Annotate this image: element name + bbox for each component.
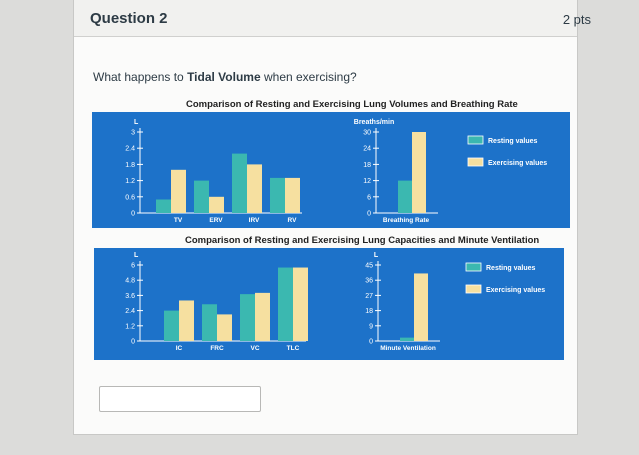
- inset-x-label: Minute Ventilation: [380, 345, 436, 352]
- x-tick-label: TLC: [287, 345, 300, 352]
- lung-figure: Comparison of Resting and Exercising Lun…: [90, 96, 574, 360]
- legend-label-exercising: Exercising values: [486, 287, 545, 294]
- y-tick-label: 3.6: [125, 293, 135, 300]
- question-points: 2 pts: [562, 12, 591, 27]
- bar-resting-vc: [240, 294, 255, 341]
- legend-swatch-exercising: [467, 157, 484, 167]
- inset-y-tick-label: 36: [365, 278, 373, 285]
- bar-exercising-tlc: [293, 267, 308, 341]
- bar-exercising-rv: [285, 177, 300, 213]
- inset-y-tick-label: 12: [363, 178, 371, 185]
- chart-1-title: Comparison of Resting and Exercising Lun…: [186, 99, 518, 110]
- bar-exercising-irv: [247, 164, 262, 213]
- bar-resting-ic: [164, 310, 179, 341]
- x-tick-label: FRC: [210, 345, 224, 352]
- question-header: Question 2 2 pts: [74, 0, 591, 37]
- legend-swatch-resting: [467, 135, 484, 145]
- chart-2-title: Comparison of Resting and Exercising Lun…: [185, 235, 540, 246]
- inset-y-tick-label: 0: [367, 211, 371, 218]
- x-tick-label: RV: [288, 217, 298, 224]
- prompt-suffix: when exercising?: [260, 70, 357, 84]
- legend-label-resting: Resting values: [488, 138, 538, 145]
- inset-bar-exercising: [414, 273, 428, 341]
- legend-swatch-exercising: [465, 284, 482, 294]
- y-axis-unit-label: L: [134, 119, 139, 126]
- inset-y-unit-label: L: [374, 252, 379, 259]
- bar-exercising-erv: [209, 196, 224, 213]
- y-tick-label: 1.2: [125, 178, 135, 185]
- inset-bar-exercising: [412, 132, 426, 213]
- question-prompt: What happens to Tidal Volume when exerci…: [93, 70, 357, 84]
- bar-resting-erv: [194, 180, 209, 213]
- inset-x-label: Breathing Rate: [383, 217, 430, 224]
- inset-y-tick-label: 45: [365, 263, 373, 270]
- y-tick-label: 4.8: [125, 278, 135, 285]
- answer-input[interactable]: [99, 386, 261, 412]
- x-tick-label: ERV: [209, 217, 223, 224]
- x-tick-label: TV: [174, 217, 183, 224]
- y-tick-label: 1.8: [125, 162, 135, 169]
- inset-y-tick-label: 0: [369, 339, 373, 346]
- inset-y-tick-label: 24: [363, 146, 371, 153]
- bar-resting-tlc: [278, 267, 293, 341]
- inset-y-tick-label: 18: [365, 308, 373, 315]
- inset-y-tick-label: 27: [365, 293, 373, 300]
- bar-exercising-frc: [217, 314, 232, 341]
- y-tick-label: 2.4: [125, 308, 135, 315]
- y-tick-label: 6: [131, 263, 135, 270]
- chart-2-panel: L 6 4.8 3.6 2.4 1.2 0 IC FRC VC TLC L 45 36 27 18 9 0 Minu…: [94, 248, 564, 360]
- bar-resting-rv: [270, 177, 285, 213]
- inset-y-tick-label: 30: [363, 130, 371, 137]
- bar-exercising-vc: [255, 292, 270, 341]
- y-tick-label: 1.2: [125, 323, 135, 330]
- chart-1-panel: L 3 2.4 1.8 1.2 0.6 0 TV ERV IRV RV Breaths/min 30 24…: [92, 112, 570, 228]
- inset-bar-resting: [400, 337, 414, 341]
- inset-bar-resting: [398, 180, 412, 213]
- inset-y-tick-label: 18: [363, 162, 371, 169]
- bar-exercising-tv: [171, 169, 186, 213]
- y-tick-label: 0.6: [125, 194, 135, 201]
- inset-y-tick-label: 9: [369, 323, 373, 330]
- bar-exercising-ic: [179, 300, 194, 341]
- bar-resting-irv: [232, 153, 247, 213]
- x-tick-label: IRV: [249, 217, 260, 224]
- x-tick-label: IC: [176, 345, 183, 352]
- legend-swatch-resting: [465, 262, 482, 272]
- prompt-bold: Tidal Volume: [187, 70, 261, 84]
- bar-resting-frc: [202, 304, 217, 341]
- legend-label-resting: Resting values: [486, 265, 536, 272]
- bar-resting-tv: [156, 199, 171, 213]
- prompt-prefix: What happens to: [93, 70, 188, 84]
- chart-1-svg: L 3 2.4 1.8 1.2 0.6 0 TV ERV IRV RV Breaths/min 30 24…: [125, 119, 547, 224]
- x-tick-label: VC: [250, 345, 259, 352]
- y-tick-label: 0: [131, 211, 135, 218]
- inset-y-unit-label: Breaths/min: [354, 119, 394, 126]
- y-tick-label: 0: [131, 339, 135, 346]
- legend-label-exercising: Exercising values: [488, 160, 547, 167]
- y-tick-label: 2.4: [125, 146, 135, 153]
- question-title: Question 2: [90, 10, 168, 27]
- y-axis-unit-label: L: [134, 252, 139, 259]
- y-tick-label: 3: [131, 130, 135, 137]
- question-card: Question 2 2 pts What happens to Tidal V…: [73, 0, 591, 435]
- inset-y-tick-label: 6: [367, 194, 371, 201]
